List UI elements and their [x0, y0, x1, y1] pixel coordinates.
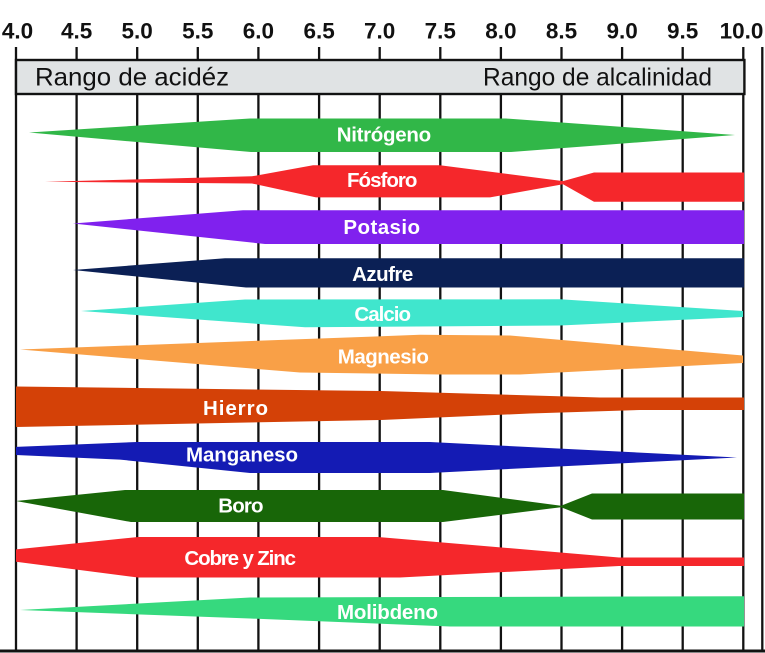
svg-text:6.0: 6.0 [243, 19, 274, 44]
svg-text:7.0: 7.0 [364, 19, 395, 44]
svg-text:Boro: Boro [218, 495, 263, 518]
svg-text:Rango de acidéz: Rango de acidéz [35, 64, 229, 92]
svg-text:Cobre y Zinc: Cobre y Zinc [184, 547, 296, 570]
svg-text:10.0: 10.0 [720, 19, 764, 44]
svg-text:Nitrógeno: Nitrógeno [337, 124, 431, 147]
svg-text:8.0: 8.0 [485, 19, 516, 44]
svg-text:Potasio: Potasio [343, 216, 420, 239]
svg-text:Fósforo: Fósforo [347, 169, 418, 192]
svg-text:9.0: 9.0 [606, 19, 637, 44]
svg-text:8.5: 8.5 [546, 19, 577, 44]
svg-text:Rango de alcalinidad: Rango de alcalinidad [483, 64, 712, 92]
svg-text:7.5: 7.5 [425, 19, 456, 44]
svg-text:Magnesio: Magnesio [338, 346, 429, 369]
svg-text:Azufre: Azufre [352, 263, 413, 286]
svg-text:4.0: 4.0 [2, 19, 33, 44]
svg-text:Manganeso: Manganeso [186, 444, 298, 467]
svg-text:9.5: 9.5 [667, 19, 698, 44]
svg-text:5.5: 5.5 [182, 19, 213, 44]
svg-text:Hierro: Hierro [203, 397, 268, 420]
svg-text:4.5: 4.5 [61, 19, 92, 44]
svg-text:6.5: 6.5 [303, 19, 334, 44]
svg-text:Molibdeno: Molibdeno [337, 601, 438, 624]
svg-text:Calcio: Calcio [354, 303, 411, 326]
svg-text:5.0: 5.0 [122, 19, 153, 44]
